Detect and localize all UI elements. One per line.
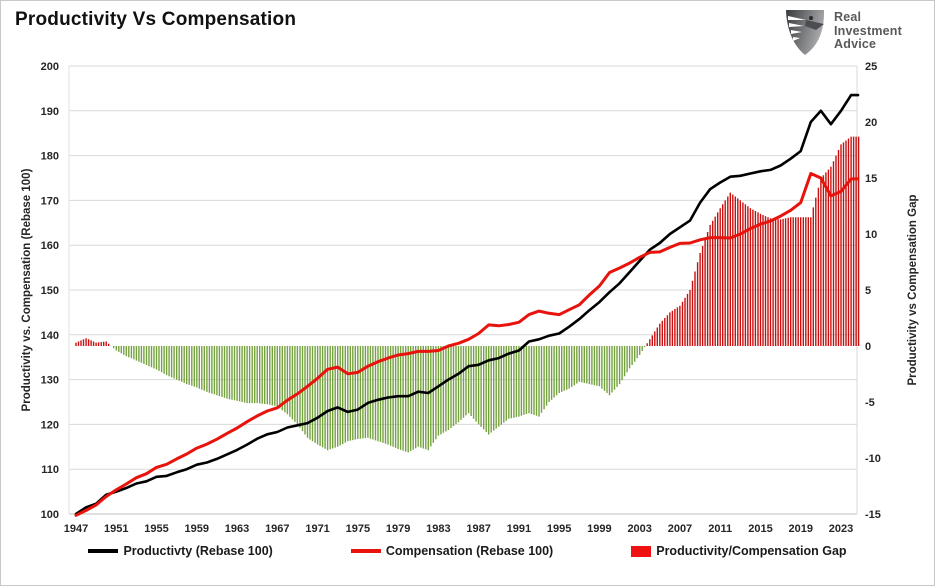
svg-text:160: 160 xyxy=(41,240,59,252)
svg-text:100: 100 xyxy=(41,509,59,521)
logo-line-1: Real xyxy=(834,10,862,24)
svg-text:2003: 2003 xyxy=(627,523,651,535)
svg-text:-15: -15 xyxy=(865,509,881,521)
svg-text:1955: 1955 xyxy=(144,523,168,535)
gap-bars xyxy=(75,136,860,453)
chart-title: Productivity Vs Compensation xyxy=(15,9,297,30)
svg-text:140: 140 xyxy=(41,330,59,342)
svg-text:10: 10 xyxy=(865,229,877,241)
legend-label: Productivity/Compensation Gap xyxy=(656,544,847,558)
chart-legend: Productivty (Rebase 100) Compensation (R… xyxy=(1,544,934,558)
productivity-line xyxy=(74,93,860,516)
svg-text:1991: 1991 xyxy=(507,523,531,535)
svg-text:25: 25 xyxy=(865,61,877,73)
svg-text:110: 110 xyxy=(41,464,59,476)
svg-text:1967: 1967 xyxy=(265,523,289,535)
svg-text:170: 170 xyxy=(41,195,59,207)
svg-text:1995: 1995 xyxy=(547,523,571,535)
gap-bar-swatch xyxy=(631,545,652,557)
svg-text:1963: 1963 xyxy=(225,523,249,535)
svg-text:2007: 2007 xyxy=(668,523,692,535)
svg-text:1971: 1971 xyxy=(305,523,329,535)
gap-bars-negative xyxy=(113,346,646,453)
svg-text:20: 20 xyxy=(865,117,877,129)
svg-text:200: 200 xyxy=(41,61,59,73)
svg-text:190: 190 xyxy=(41,106,59,118)
eagle-logo-icon xyxy=(786,10,825,55)
svg-text:1959: 1959 xyxy=(185,523,209,535)
logo-text: Real Investment Advice xyxy=(834,9,902,52)
svg-text:150: 150 xyxy=(41,285,59,297)
logo-line-2: Investment xyxy=(834,23,902,38)
svg-text:1999: 1999 xyxy=(587,523,611,535)
legend-label: Compensation (Rebase 100) xyxy=(385,544,554,558)
gap-bars-positive xyxy=(75,136,860,346)
legend-label: Productivty (Rebase 100) xyxy=(123,544,273,558)
svg-text:1987: 1987 xyxy=(466,523,490,535)
legend-item-compensation: Compensation (Rebase 100) xyxy=(350,544,554,558)
svg-text:1947: 1947 xyxy=(64,523,88,535)
svg-text:5: 5 xyxy=(865,285,871,297)
svg-text:180: 180 xyxy=(41,151,59,163)
svg-text:2023: 2023 xyxy=(829,523,853,535)
gridlines xyxy=(68,65,858,515)
logo-line-3: Advice xyxy=(834,37,877,51)
legend-item-productivity: Productivty (Rebase 100) xyxy=(88,544,273,558)
x-axis-ticks: 1947 1951 1955 1959 1963 1967 1971 1975 1979 1983… xyxy=(64,523,853,535)
svg-text:1983: 1983 xyxy=(426,523,450,535)
svg-text:1951: 1951 xyxy=(104,523,128,535)
svg-text:2019: 2019 xyxy=(788,523,812,535)
right-axis-ticks: 25 20 15 10 5 0 -5 -10 -15 xyxy=(865,61,881,521)
svg-text:2015: 2015 xyxy=(748,523,772,535)
real-investment-advice-logo: Real Investment Advice xyxy=(783,9,902,56)
svg-text:0: 0 xyxy=(865,341,871,353)
compensation-line xyxy=(74,172,860,517)
svg-text:2011: 2011 xyxy=(708,523,732,535)
legend-item-gap: Productivity/Compensation Gap xyxy=(631,544,847,558)
compensation-line-swatch xyxy=(350,549,381,553)
svg-text:15: 15 xyxy=(865,173,877,185)
svg-text:1979: 1979 xyxy=(386,523,410,535)
svg-text:-10: -10 xyxy=(865,453,881,465)
svg-text:130: 130 xyxy=(41,375,59,387)
productivity-line-swatch xyxy=(88,549,119,553)
svg-text:120: 120 xyxy=(41,419,59,431)
left-axis-ticks: 200 190 180 170 160 150 140 130 120 110 100 xyxy=(41,61,59,521)
svg-text:-5: -5 xyxy=(865,397,875,409)
svg-text:1975: 1975 xyxy=(346,523,370,535)
